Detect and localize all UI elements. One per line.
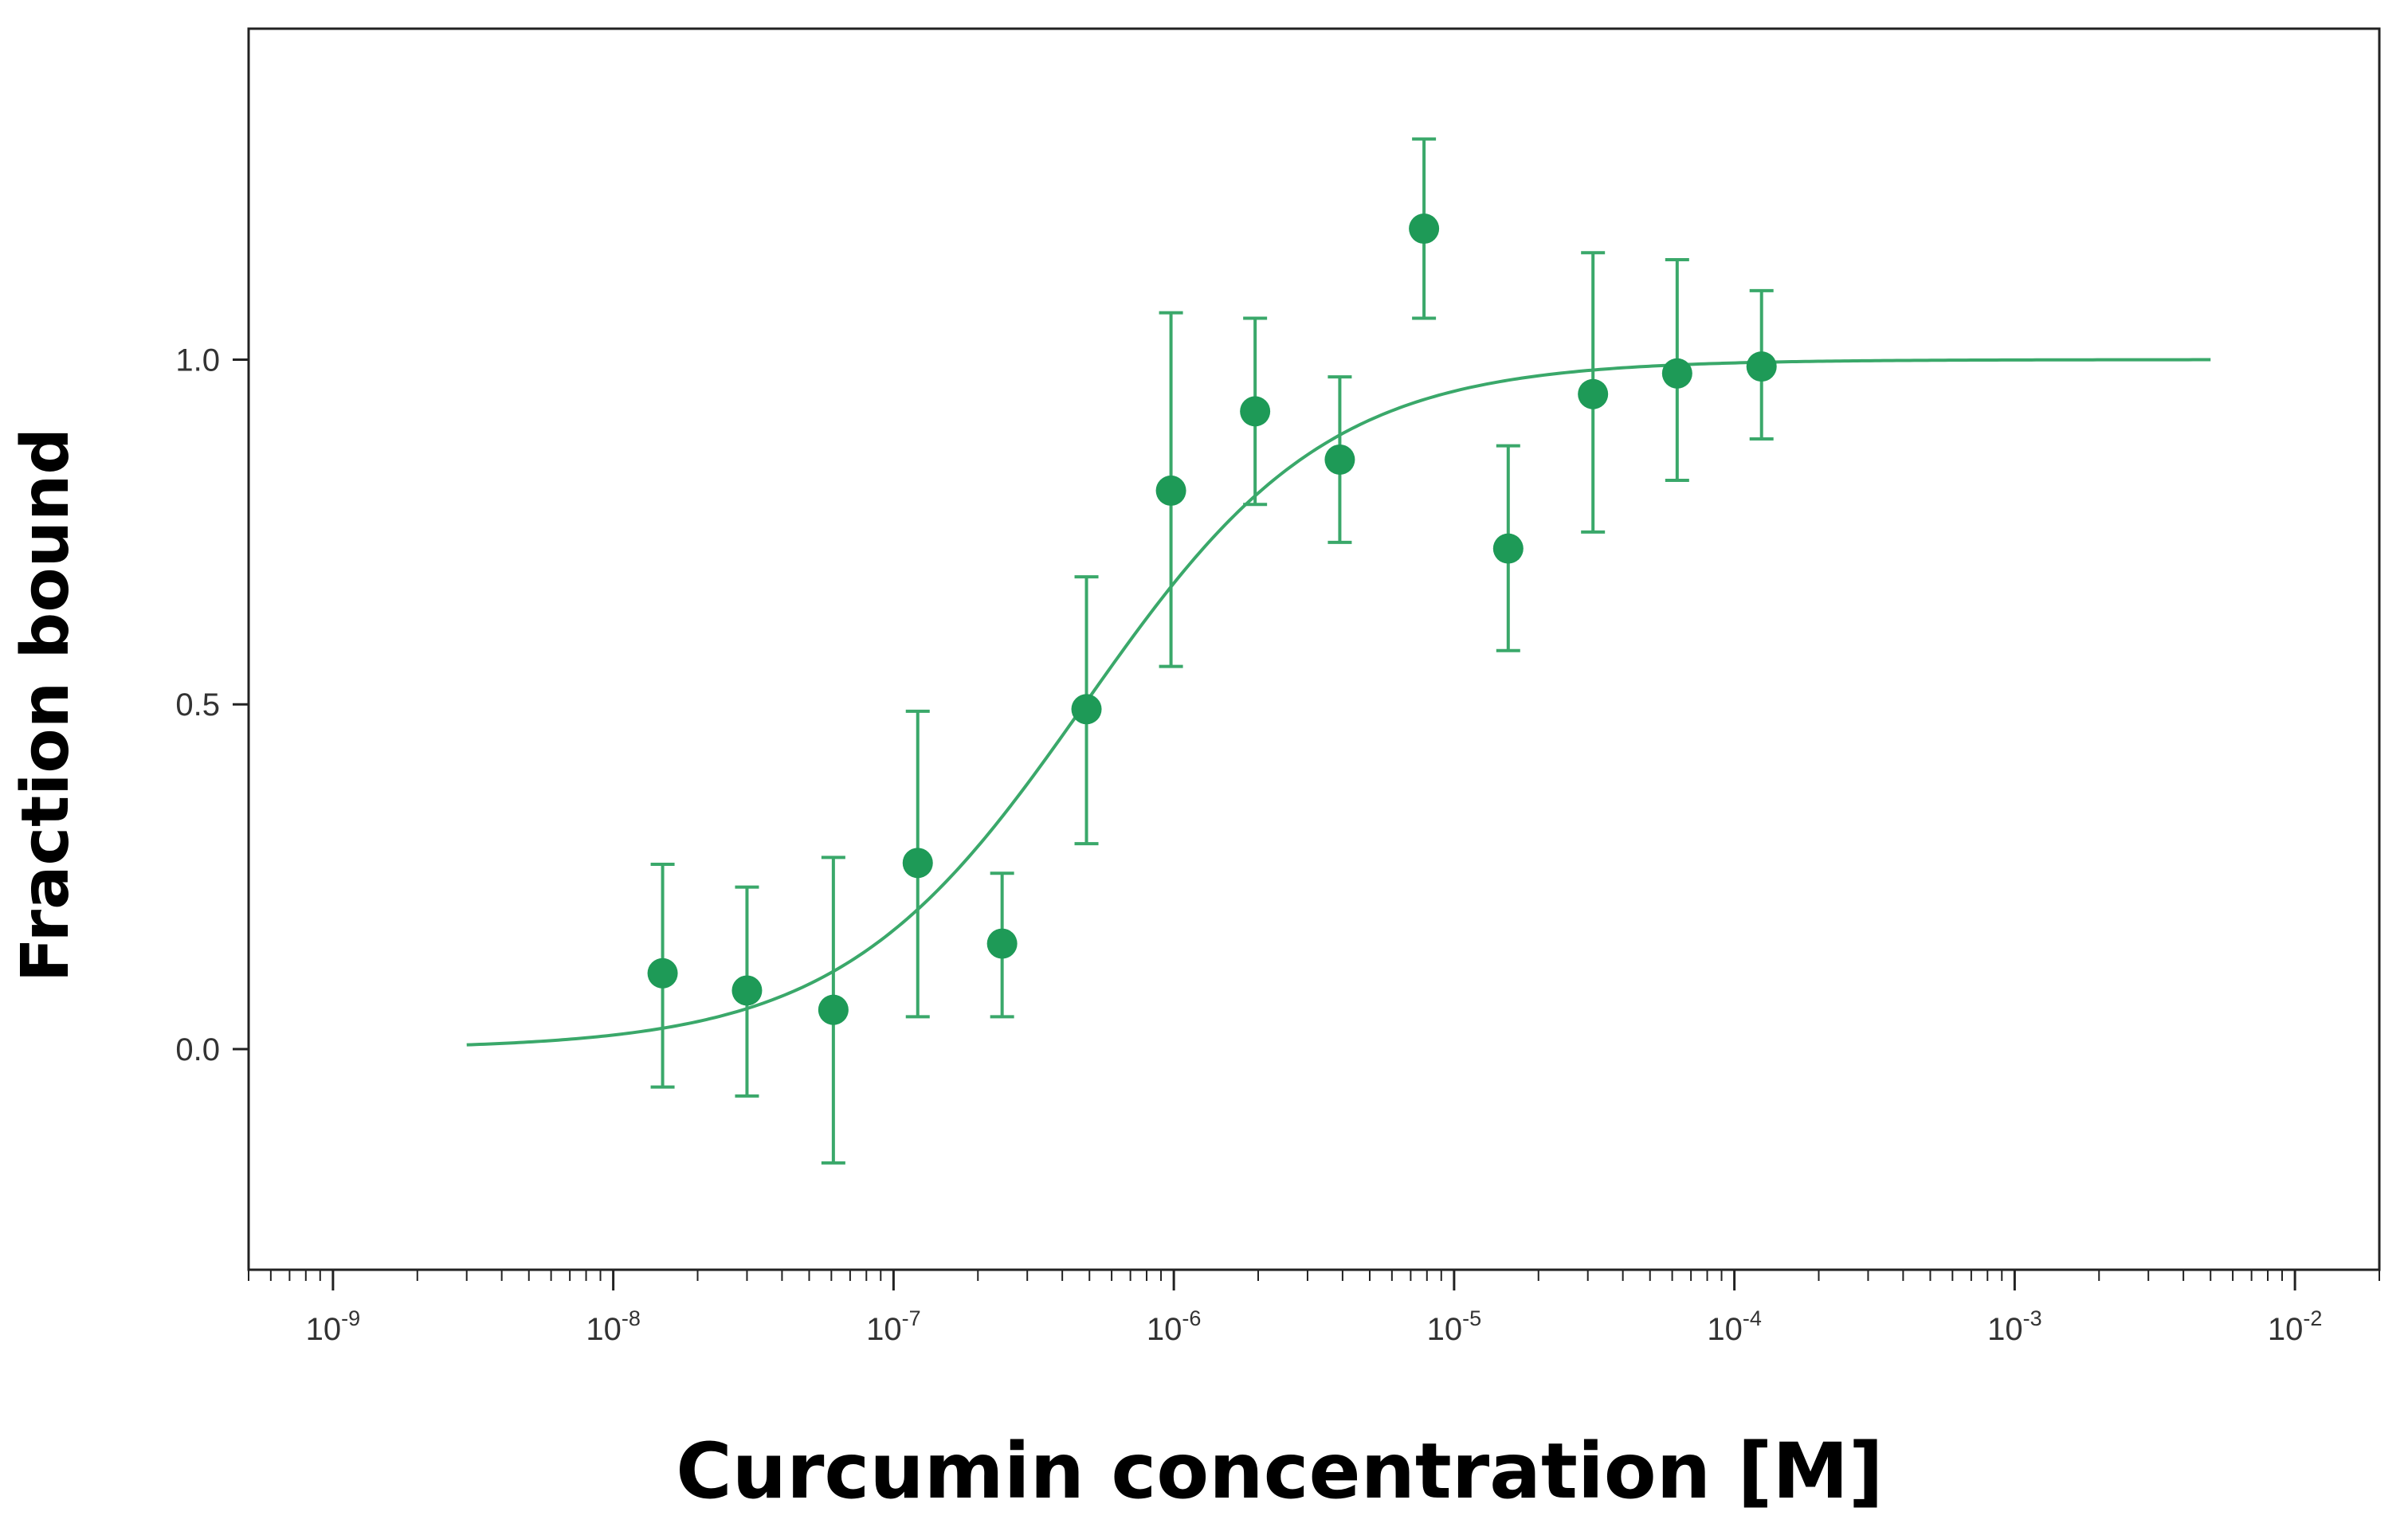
y-axis-title: Fraction bound	[8, 428, 84, 982]
x-tick-label: 10-8	[586, 1306, 641, 1347]
x-tick-label: 10-7	[866, 1306, 921, 1347]
x-tick-label-base: 10	[1707, 1312, 1743, 1347]
data-point	[1240, 396, 1271, 427]
data-point	[1071, 694, 1102, 725]
x-tick-label-exponent: -9	[341, 1306, 360, 1330]
data-points	[647, 137, 1777, 1165]
x-tick-label-base: 10	[306, 1312, 342, 1347]
x-tick-label: 10-5	[1427, 1306, 1482, 1347]
x-tick-label-base: 10	[1987, 1312, 2023, 1347]
x-tick-label: 10-4	[1707, 1306, 1762, 1347]
x-tick-label-exponent: -3	[2023, 1306, 2042, 1330]
x-axis: 10-9 10-8 10-7 10-6 10-5 10-4 10-3 10-2	[248, 1270, 2380, 1347]
data-point	[647, 957, 678, 989]
data-point	[986, 928, 1018, 959]
data-point	[731, 975, 763, 1006]
x-tick-label-exponent: -4	[1743, 1306, 1762, 1330]
y-tick-label: 0.0	[175, 1032, 220, 1067]
x-tick-label-base: 10	[586, 1312, 622, 1347]
x-tick-label-exponent: -5	[1462, 1306, 1481, 1330]
x-tick-label: 10-2	[2268, 1306, 2323, 1347]
data-point	[1661, 358, 1692, 389]
y-tick-label: 0.5	[175, 687, 220, 723]
x-tick-label-exponent: -6	[1182, 1306, 1201, 1330]
data-point	[818, 994, 849, 1025]
y-tick-label: 1.0	[175, 343, 220, 378]
data-point	[1409, 213, 1440, 245]
x-axis-title: Curcumin concentration [M]	[676, 1427, 1883, 1516]
x-tick-label-base: 10	[866, 1312, 902, 1347]
data-point	[1324, 444, 1355, 475]
x-tick-label-base: 10	[2268, 1312, 2304, 1347]
data-point	[902, 848, 933, 879]
x-tick-label-exponent: -2	[2303, 1306, 2322, 1330]
plot-frame	[247, 27, 2381, 1271]
x-tick-label: 10-9	[306, 1306, 361, 1347]
x-tick-label: 10-6	[1147, 1306, 1202, 1347]
x-tick-label-exponent: -8	[622, 1306, 641, 1330]
x-tick-label-base: 10	[1147, 1312, 1182, 1347]
x-tick-label-base: 10	[1427, 1312, 1463, 1347]
data-point	[1155, 475, 1186, 506]
x-tick-label: 10-3	[1987, 1306, 2042, 1347]
x-tick-label-exponent: -7	[902, 1306, 921, 1330]
data-point	[1746, 351, 1777, 382]
data-point	[1492, 533, 1524, 564]
data-point	[1578, 378, 1609, 409]
y-axis: 0.0 0.5 1.0	[175, 343, 249, 1067]
